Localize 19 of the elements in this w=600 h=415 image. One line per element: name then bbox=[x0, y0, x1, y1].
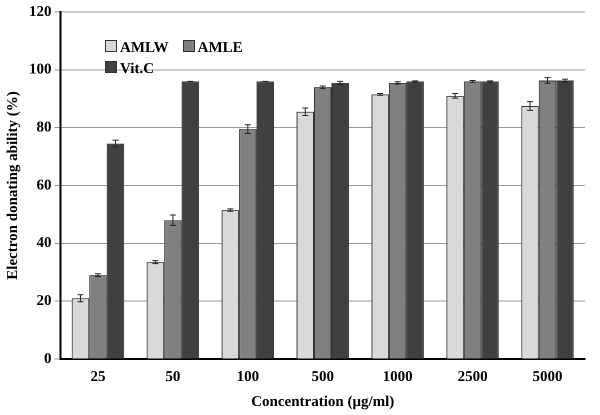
y-tick-label: 100 bbox=[29, 62, 52, 78]
x-axis-title: Concentration (μg/ml) bbox=[251, 394, 394, 410]
x-tick-label: 25 bbox=[90, 368, 106, 385]
legend-label: AMLW bbox=[119, 40, 169, 57]
x-tick-label: 500 bbox=[312, 368, 334, 385]
y-tick-label: 20 bbox=[36, 293, 52, 310]
y-tick-label: 0 bbox=[44, 350, 52, 367]
y-tick-label: 60 bbox=[36, 177, 52, 194]
x-tick-label: 50 bbox=[165, 368, 180, 385]
x-tick-label: 5000 bbox=[532, 368, 563, 385]
y-tick-label: 40 bbox=[36, 235, 52, 252]
x-tick-label: 2500 bbox=[458, 368, 488, 385]
legend-label: AMLE bbox=[196, 40, 243, 57]
x-tick-label: 1000 bbox=[382, 368, 413, 385]
y-tick-label: 120 bbox=[29, 4, 52, 20]
y-axis-title: Electron donating ability (%) bbox=[4, 91, 21, 280]
legend-label: Vit.C bbox=[119, 61, 154, 78]
x-tick-label: 100 bbox=[236, 368, 260, 385]
y-tick-label: 80 bbox=[36, 120, 52, 136]
